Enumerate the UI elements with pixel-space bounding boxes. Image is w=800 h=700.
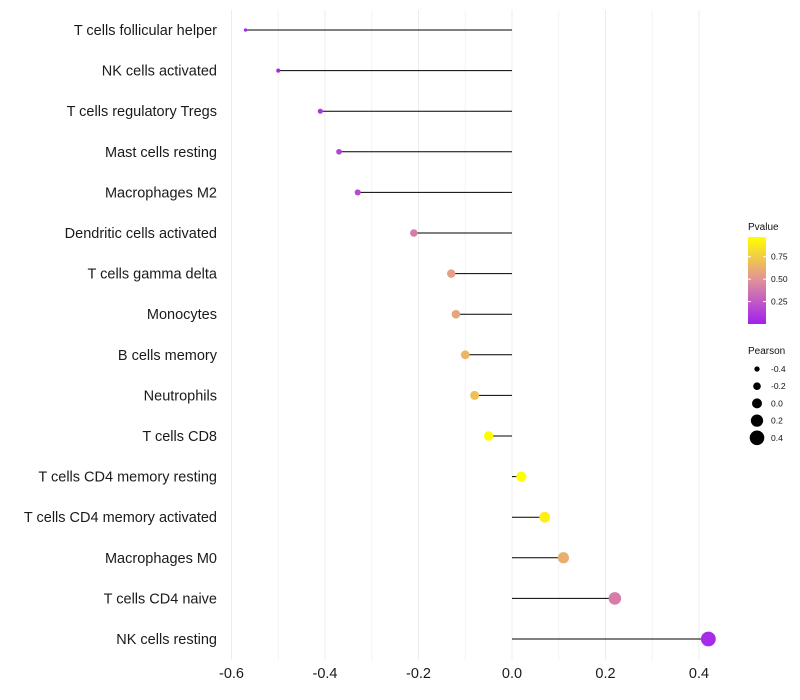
colorbar-tick-label: 0.25 bbox=[771, 297, 788, 307]
category-label: B cells memory bbox=[118, 348, 218, 364]
pearson-legend: Pearson -0.4 -0.2 0.0 0.2 0.4 bbox=[748, 346, 786, 446]
x-tick-label: 0.0 bbox=[502, 666, 522, 682]
stems bbox=[245, 29, 709, 640]
lollipop-point bbox=[336, 148, 342, 155]
size-legend-point bbox=[753, 382, 761, 391]
size-legend-label: 0.4 bbox=[771, 433, 783, 443]
x-axis-ticks: -0.6 -0.4 -0.2 0.0 0.2 0.4 bbox=[219, 666, 709, 682]
pvalue-legend: Pvalue 0.25 0.50 0.75 bbox=[748, 222, 788, 324]
lollipop-point bbox=[446, 269, 456, 278]
pvalue-colorbar bbox=[748, 237, 766, 324]
category-label: NK cells resting bbox=[116, 632, 217, 648]
category-label: Macrophages M0 bbox=[105, 551, 217, 567]
size-legend-label: -0.2 bbox=[771, 381, 786, 391]
x-tick-label: -0.2 bbox=[406, 666, 431, 682]
lollipop-point bbox=[451, 309, 461, 319]
points bbox=[243, 28, 716, 647]
lollipop-point bbox=[460, 350, 470, 360]
category-label: Dendritic cells activated bbox=[65, 226, 217, 242]
lollipop-point bbox=[317, 108, 323, 114]
category-label: Monocytes bbox=[147, 307, 217, 323]
size-legend-label: 0.0 bbox=[771, 398, 783, 408]
category-label: T cells gamma delta bbox=[88, 267, 218, 283]
category-label: T cells CD4 naive bbox=[104, 591, 217, 607]
lollipop-point bbox=[470, 390, 480, 400]
category-label: T cells CD4 memory activated bbox=[24, 510, 217, 526]
lollipop-point bbox=[516, 471, 527, 482]
category-label: Neutrophils bbox=[144, 388, 217, 404]
size-legend-point bbox=[754, 366, 760, 372]
x-tick-label: -0.6 bbox=[219, 666, 244, 682]
grid bbox=[231, 10, 700, 660]
pvalue-legend-title: Pvalue bbox=[748, 222, 779, 233]
colorbar-tick-label: 0.50 bbox=[771, 274, 788, 284]
pearson-legend-title: Pearson bbox=[748, 346, 785, 357]
category-label: NK cells activated bbox=[102, 64, 217, 80]
lollipop-point bbox=[557, 552, 570, 564]
size-legend-label: -0.4 bbox=[771, 364, 786, 374]
category-label: T cells regulatory Tregs bbox=[67, 104, 217, 120]
lollipop-point bbox=[608, 592, 622, 605]
lollipop-point bbox=[243, 28, 248, 32]
lollipop-point bbox=[539, 511, 551, 523]
category-label: T cells CD4 memory resting bbox=[38, 470, 217, 486]
category-label: Mast cells resting bbox=[105, 145, 217, 161]
size-legend-point bbox=[749, 430, 765, 446]
x-tick-label: -0.4 bbox=[313, 666, 338, 682]
colorbar-tick-label: 0.75 bbox=[771, 252, 788, 262]
category-label: T cells CD8 bbox=[142, 429, 217, 445]
category-label: T cells follicular helper bbox=[74, 23, 217, 39]
lollipop-point bbox=[483, 431, 494, 441]
lollipop-point bbox=[276, 68, 281, 73]
x-tick-label: 0.4 bbox=[689, 666, 709, 682]
size-legend-point bbox=[750, 414, 764, 427]
lollipop-point bbox=[354, 189, 361, 196]
category-labels: T cells follicular helper NK cells activa… bbox=[24, 23, 218, 648]
size-legend-point bbox=[752, 398, 762, 409]
lollipop-point bbox=[700, 631, 716, 647]
category-label: Macrophages M2 bbox=[105, 185, 217, 201]
lollipop-point bbox=[410, 229, 418, 237]
x-tick-label: 0.2 bbox=[595, 666, 615, 682]
size-legend-label: 0.2 bbox=[771, 416, 783, 426]
